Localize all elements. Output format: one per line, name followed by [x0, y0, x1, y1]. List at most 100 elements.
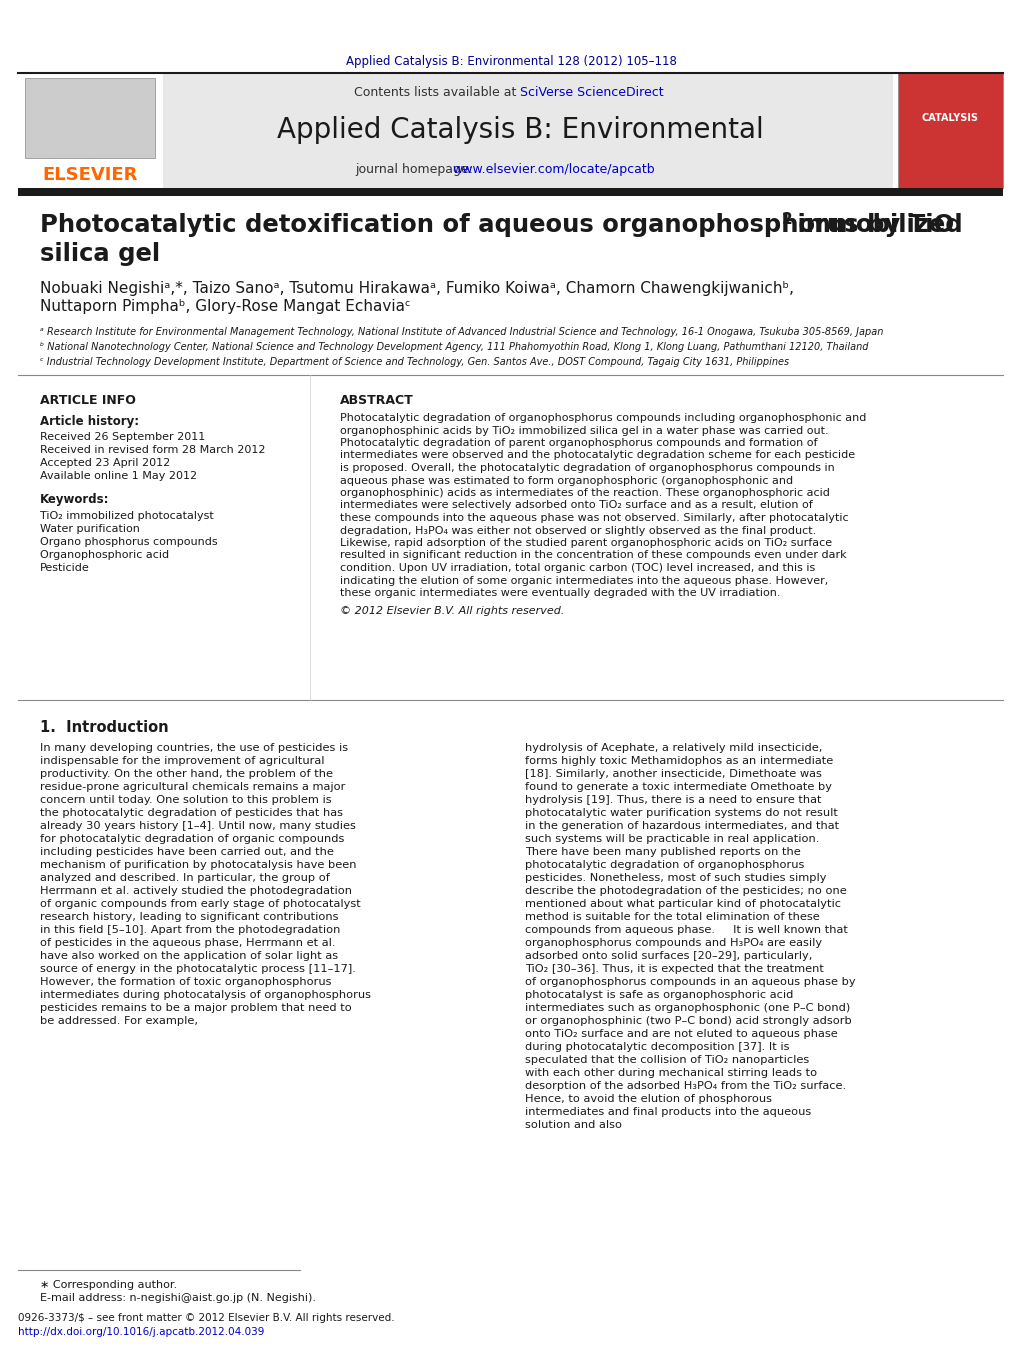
Text: photocatalyst is safe as organophosphoric acid: photocatalyst is safe as organophosphori…: [525, 990, 793, 1000]
Text: condition. Upon UV irradiation, total organic carbon (TOC) level increased, and : condition. Upon UV irradiation, total or…: [340, 563, 815, 573]
Text: the photocatalytic degradation of pesticides that has: the photocatalytic degradation of pestic…: [40, 808, 343, 817]
Text: hydrolysis of Acephate, a relatively mild insecticide,: hydrolysis of Acephate, a relatively mil…: [525, 743, 822, 753]
Text: solution and also: solution and also: [525, 1120, 622, 1129]
Text: Accepted 23 April 2012: Accepted 23 April 2012: [40, 458, 171, 467]
Text: found to generate a toxic intermediate Omethoate by: found to generate a toxic intermediate O…: [525, 782, 832, 792]
Text: Likewise, rapid adsorption of the studied parent organophosphoric acids on TiO₂ : Likewise, rapid adsorption of the studie…: [340, 538, 832, 549]
Text: ᵃ Research Institute for Environmental Management Technology, National Institute: ᵃ Research Institute for Environmental M…: [40, 327, 883, 336]
Text: Organo phosphorus compounds: Organo phosphorus compounds: [40, 536, 217, 547]
Text: of pesticides in the aqueous phase, Herrmann et al.: of pesticides in the aqueous phase, Herr…: [40, 938, 336, 948]
Text: for photocatalytic degradation of organic compounds: for photocatalytic degradation of organi…: [40, 834, 344, 844]
Text: Article history:: Article history:: [40, 416, 139, 428]
Text: 0926-3373/$ – see front matter © 2012 Elsevier B.V. All rights reserved.: 0926-3373/$ – see front matter © 2012 El…: [18, 1313, 395, 1323]
Text: pesticides. Nonetheless, most of such studies simply: pesticides. Nonetheless, most of such st…: [525, 873, 827, 884]
Text: organophosphinic) acids as intermediates of the reaction. These organophosphoric: organophosphinic) acids as intermediates…: [340, 488, 830, 499]
Text: indispensable for the improvement of agricultural: indispensable for the improvement of agr…: [40, 757, 325, 766]
Text: ᵇ National Nanotechnology Center, National Science and Technology Development Ag: ᵇ National Nanotechnology Center, Nation…: [40, 342, 869, 353]
Text: ARTICLE INFO: ARTICLE INFO: [40, 393, 136, 407]
Text: SciVerse ScienceDirect: SciVerse ScienceDirect: [520, 86, 664, 100]
Text: photocatalytic water purification systems do not result: photocatalytic water purification system…: [525, 808, 838, 817]
Text: organophosphorus compounds and H₃PO₄ are easily: organophosphorus compounds and H₃PO₄ are…: [525, 938, 822, 948]
Text: Received 26 September 2011: Received 26 September 2011: [40, 432, 205, 442]
Text: CATALYSIS: CATALYSIS: [922, 113, 978, 123]
Text: describe the photodegradation of the pesticides; no one: describe the photodegradation of the pes…: [525, 886, 846, 896]
Text: is proposed. Overall, the photocatalytic degradation of organophosphorus compoun: is proposed. Overall, the photocatalytic…: [340, 463, 835, 473]
Text: during photocatalytic decomposition [37]. It is: during photocatalytic decomposition [37]…: [525, 1042, 789, 1052]
Text: silica gel: silica gel: [40, 242, 160, 266]
Text: such systems will be practicable in real application.: such systems will be practicable in real…: [525, 834, 820, 844]
Text: in this field [5–10]. Apart from the photodegradation: in this field [5–10]. Apart from the pho…: [40, 925, 340, 935]
Text: intermediates and final products into the aqueous: intermediates and final products into th…: [525, 1106, 812, 1117]
Bar: [18, 73, 163, 188]
Text: resulted in significant reduction in the concentration of these compounds even u: resulted in significant reduction in the…: [340, 550, 846, 561]
Text: photocatalytic degradation of organophosphorus: photocatalytic degradation of organophos…: [525, 861, 805, 870]
Text: desorption of the adsorbed H₃PO₄ from the TiO₂ surface.: desorption of the adsorbed H₃PO₄ from th…: [525, 1081, 846, 1092]
Text: residue-prone agricultural chemicals remains a major: residue-prone agricultural chemicals rem…: [40, 782, 345, 792]
Text: TiO₂ [30–36]. Thus, it is expected that the treatment: TiO₂ [30–36]. Thus, it is expected that …: [525, 965, 824, 974]
Text: There have been many published reports on the: There have been many published reports o…: [525, 847, 800, 857]
Text: immobilized: immobilized: [789, 213, 963, 236]
Text: Herrmann et al. actively studied the photodegradation: Herrmann et al. actively studied the pho…: [40, 886, 352, 896]
Text: of organophosphorus compounds in an aqueous phase by: of organophosphorus compounds in an aque…: [525, 977, 856, 988]
Text: mechanism of purification by photocatalysis have been: mechanism of purification by photocataly…: [40, 861, 356, 870]
Text: speculated that the collision of TiO₂ nanoparticles: speculated that the collision of TiO₂ na…: [525, 1055, 810, 1065]
Text: E-mail address: n-negishi@aist.go.jp (N. Negishi).: E-mail address: n-negishi@aist.go.jp (N.…: [40, 1293, 317, 1302]
Text: productivity. On the other hand, the problem of the: productivity. On the other hand, the pro…: [40, 769, 333, 780]
Text: organophosphinic acids by TiO₂ immobilized silica gel in a water phase was carri: organophosphinic acids by TiO₂ immobiliz…: [340, 426, 829, 435]
Text: Available online 1 May 2012: Available online 1 May 2012: [40, 471, 197, 481]
Text: analyzed and described. In particular, the group of: analyzed and described. In particular, t…: [40, 873, 330, 884]
Text: be addressed. For example,: be addressed. For example,: [40, 1016, 198, 1025]
Text: aqueous phase was estimated to form organophosphoric (organophosphonic and: aqueous phase was estimated to form orga…: [340, 476, 793, 485]
Text: http://dx.doi.org/10.1016/j.apcatb.2012.04.039: http://dx.doi.org/10.1016/j.apcatb.2012.…: [18, 1327, 264, 1337]
Bar: [25, 78, 155, 158]
Bar: [18, 188, 1003, 196]
Text: with each other during mechanical stirring leads to: with each other during mechanical stirri…: [525, 1069, 817, 1078]
Text: ELSEVIER: ELSEVIER: [42, 166, 138, 184]
Text: source of energy in the photocatalytic process [11–17].: source of energy in the photocatalytic p…: [40, 965, 356, 974]
Text: ᶜ Industrial Technology Development Institute, Department of Science and Technol: ᶜ Industrial Technology Development Inst…: [40, 357, 789, 367]
Text: degradation, H₃PO₄ was either not observed or slightly observed as the final pro: degradation, H₃PO₄ was either not observ…: [340, 526, 816, 535]
Text: Applied Catalysis B: Environmental: Applied Catalysis B: Environmental: [277, 116, 764, 145]
Text: journal homepage:: journal homepage:: [355, 163, 477, 177]
Text: onto TiO₂ surface and are not eluted to aqueous phase: onto TiO₂ surface and are not eluted to …: [525, 1029, 838, 1039]
Text: hydrolysis [19]. Thus, there is a need to ensure that: hydrolysis [19]. Thus, there is a need t…: [525, 794, 822, 805]
Text: in the generation of hazardous intermediates, and that: in the generation of hazardous intermedi…: [525, 821, 839, 831]
Text: Received in revised form 28 March 2012: Received in revised form 28 March 2012: [40, 444, 265, 455]
Text: Photocatalytic degradation of parent organophosphorus compounds and formation of: Photocatalytic degradation of parent org…: [340, 438, 818, 449]
Text: compounds from aqueous phase.     It is well known that: compounds from aqueous phase. It is well…: [525, 925, 847, 935]
Text: or organophosphinic (two P–C bond) acid strongly adsorb: or organophosphinic (two P–C bond) acid …: [525, 1016, 852, 1025]
Text: intermediates during photocatalysis of organophosphorus: intermediates during photocatalysis of o…: [40, 990, 371, 1000]
Text: ABSTRACT: ABSTRACT: [340, 393, 414, 407]
Bar: [898, 73, 1003, 188]
Text: of organic compounds from early stage of photocatalyst: of organic compounds from early stage of…: [40, 898, 360, 909]
Text: Water purification: Water purification: [40, 524, 140, 534]
Text: adsorbed onto solid surfaces [20–29], particularly,: adsorbed onto solid surfaces [20–29], pa…: [525, 951, 813, 961]
Text: these organic intermediates were eventually degraded with the UV irradiation.: these organic intermediates were eventua…: [340, 588, 780, 598]
Text: indicating the elution of some organic intermediates into the aqueous phase. How: indicating the elution of some organic i…: [340, 576, 828, 585]
Text: In many developing countries, the use of pesticides is: In many developing countries, the use of…: [40, 743, 348, 753]
Text: already 30 years history [1–4]. Until now, many studies: already 30 years history [1–4]. Until no…: [40, 821, 356, 831]
Text: 2: 2: [782, 212, 792, 227]
Text: Nobuaki Negishiᵃ,*, Taizo Sanoᵃ, Tsutomu Hirakawaᵃ, Fumiko Koiwaᵃ, Chamorn Chawe: Nobuaki Negishiᵃ,*, Taizo Sanoᵃ, Tsutomu…: [40, 281, 794, 296]
Text: forms highly toxic Methamidophos as an intermediate: forms highly toxic Methamidophos as an i…: [525, 757, 833, 766]
Text: Pesticide: Pesticide: [40, 563, 90, 573]
Text: Nuttaporn Pimphaᵇ, Glory-Rose Mangat Echaviaᶜ: Nuttaporn Pimphaᵇ, Glory-Rose Mangat Ech…: [40, 299, 410, 313]
Bar: [18, 73, 893, 188]
Text: intermediates were observed and the photocatalytic degradation scheme for each p: intermediates were observed and the phot…: [340, 450, 856, 461]
Text: intermediates such as organophosphonic (one P–C bond): intermediates such as organophosphonic (…: [525, 1002, 850, 1013]
Text: Keywords:: Keywords:: [40, 493, 109, 507]
Text: Contents lists available at: Contents lists available at: [353, 86, 520, 100]
Text: mentioned about what particular kind of photocatalytic: mentioned about what particular kind of …: [525, 898, 841, 909]
Text: Hence, to avoid the elution of phosphorous: Hence, to avoid the elution of phosphoro…: [525, 1094, 772, 1104]
Text: have also worked on the application of solar light as: have also worked on the application of s…: [40, 951, 338, 961]
Text: including pesticides have been carried out, and the: including pesticides have been carried o…: [40, 847, 334, 857]
Text: © 2012 Elsevier B.V. All rights reserved.: © 2012 Elsevier B.V. All rights reserved…: [340, 605, 565, 616]
Text: these compounds into the aqueous phase was not observed. Similarly, after photoc: these compounds into the aqueous phase w…: [340, 513, 848, 523]
Text: ∗ Corresponding author.: ∗ Corresponding author.: [40, 1279, 177, 1290]
Text: pesticides remains to be a major problem that need to: pesticides remains to be a major problem…: [40, 1002, 352, 1013]
Text: concern until today. One solution to this problem is: concern until today. One solution to thi…: [40, 794, 332, 805]
Text: Photocatalytic degradation of organophosphorus compounds including organophospho: Photocatalytic degradation of organophos…: [340, 413, 867, 423]
Text: 1.  Introduction: 1. Introduction: [40, 720, 168, 735]
Text: research history, leading to significant contributions: research history, leading to significant…: [40, 912, 339, 921]
Text: However, the formation of toxic organophosphorus: However, the formation of toxic organoph…: [40, 977, 332, 988]
